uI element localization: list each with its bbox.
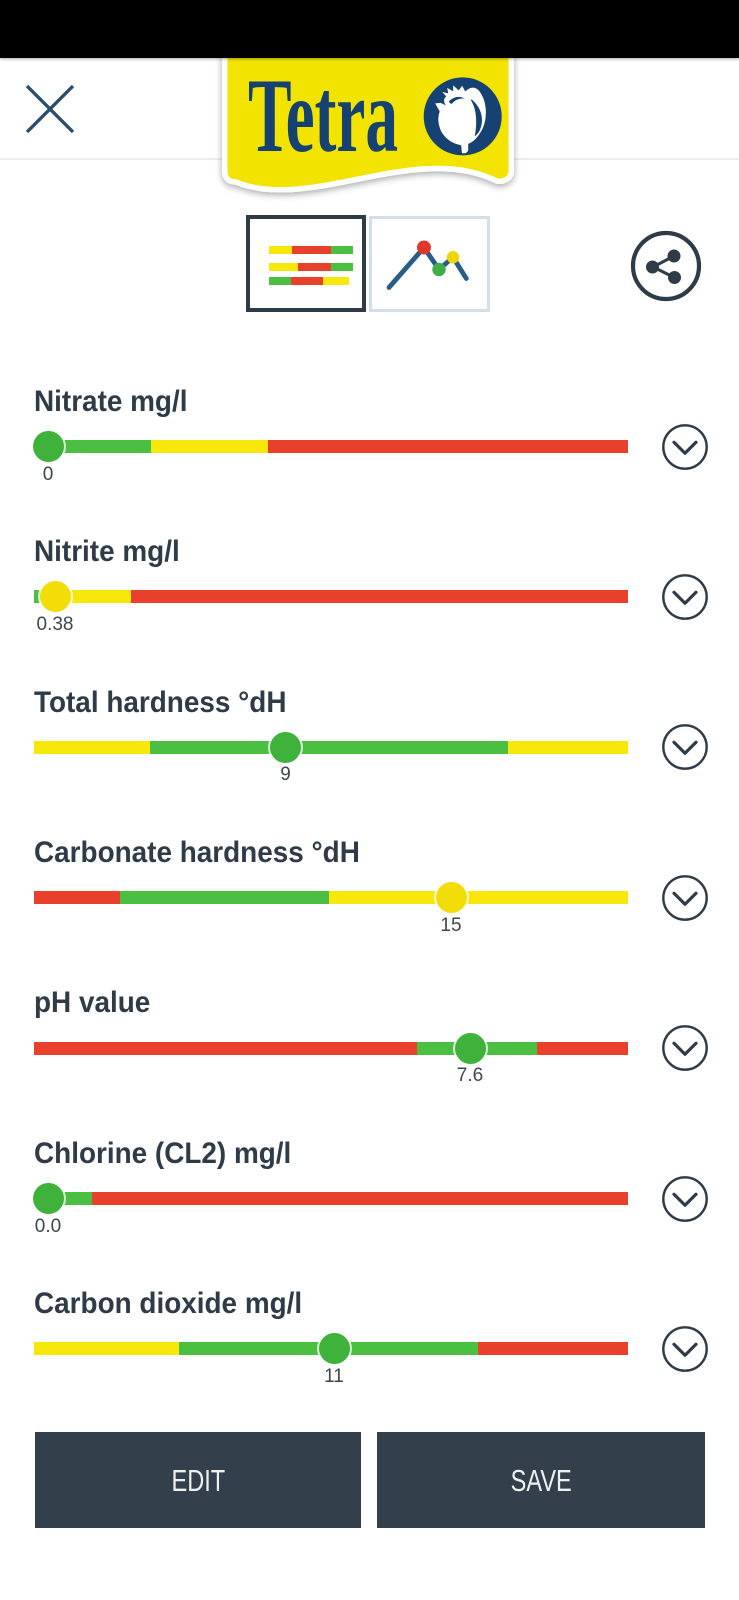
svg-text:Tetra: Tetra [248, 57, 398, 174]
